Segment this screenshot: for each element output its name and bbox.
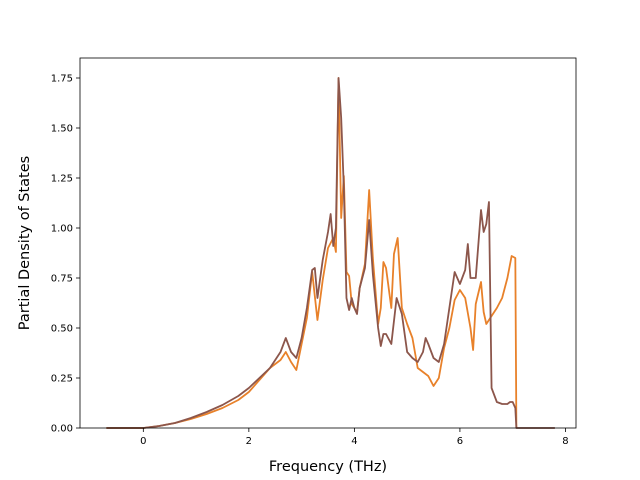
plot-lines xyxy=(106,77,555,429)
y-tick-label: 1.25 xyxy=(51,174,73,185)
y-tick-label: 1.75 xyxy=(51,74,73,85)
series-line-1 xyxy=(106,77,518,429)
x-tick-label: 2 xyxy=(246,436,252,447)
y-tick-label: 0.75 xyxy=(51,274,73,285)
y-tick-label: 0.00 xyxy=(51,424,73,435)
y-tick-label: 0.50 xyxy=(51,324,73,335)
x-tick-label: 6 xyxy=(457,436,463,447)
plot-frame xyxy=(79,57,577,429)
y-tick-label: 1.50 xyxy=(51,124,73,135)
y-ticks: 0.00 0.25 0.50 0.75 1.00 1.25 1.50 1.75 xyxy=(51,74,80,435)
x-tick-label: 8 xyxy=(562,436,568,447)
x-ticks: 0 2 4 6 8 xyxy=(140,428,569,447)
y-axis-label: Partial Density of States xyxy=(17,156,33,330)
x-tick-label: 0 xyxy=(140,436,146,447)
series-line-2 xyxy=(106,77,555,429)
y-tick-label: 0.25 xyxy=(51,374,73,385)
y-tick-label: 1.00 xyxy=(51,224,73,235)
x-tick-label: 4 xyxy=(351,436,357,447)
x-axis-label: Frequency (THz) xyxy=(269,459,387,475)
